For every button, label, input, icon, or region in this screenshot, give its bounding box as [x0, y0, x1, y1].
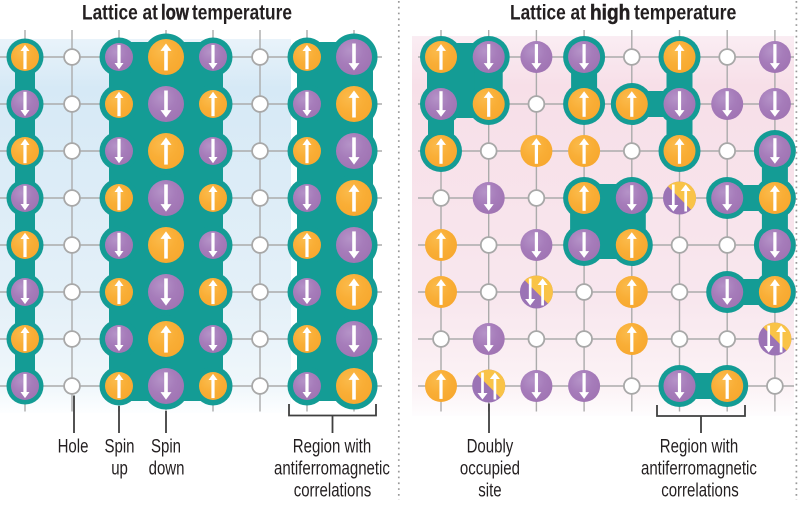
svg-text:occupied: occupied: [460, 458, 520, 479]
svg-text:Region with: Region with: [660, 436, 738, 457]
svg-text:Region with: Region with: [293, 436, 371, 457]
svg-text:Spin: Spin: [151, 436, 181, 457]
svg-text:antiferromagnetic: antiferromagnetic: [641, 458, 757, 479]
svg-text:down: down: [149, 458, 185, 479]
svg-text:Spin: Spin: [105, 436, 135, 457]
svg-text:Doubly: Doubly: [467, 436, 514, 457]
svg-text:temperature: temperature: [192, 1, 292, 25]
svg-text:high: high: [590, 2, 630, 25]
svg-text:correlations: correlations: [294, 480, 372, 501]
svg-text:Hole: Hole: [58, 436, 89, 457]
svg-text:up: up: [111, 458, 128, 479]
svg-text:Lattice at: Lattice at: [510, 1, 586, 25]
svg-text:site: site: [478, 480, 501, 501]
svg-text:Lattice at: Lattice at: [82, 1, 158, 25]
svg-text:low: low: [161, 2, 190, 25]
svg-text:correlations: correlations: [661, 480, 739, 501]
svg-text:temperature: temperature: [634, 1, 736, 25]
svg-text:antiferromagnetic: antiferromagnetic: [274, 458, 390, 479]
